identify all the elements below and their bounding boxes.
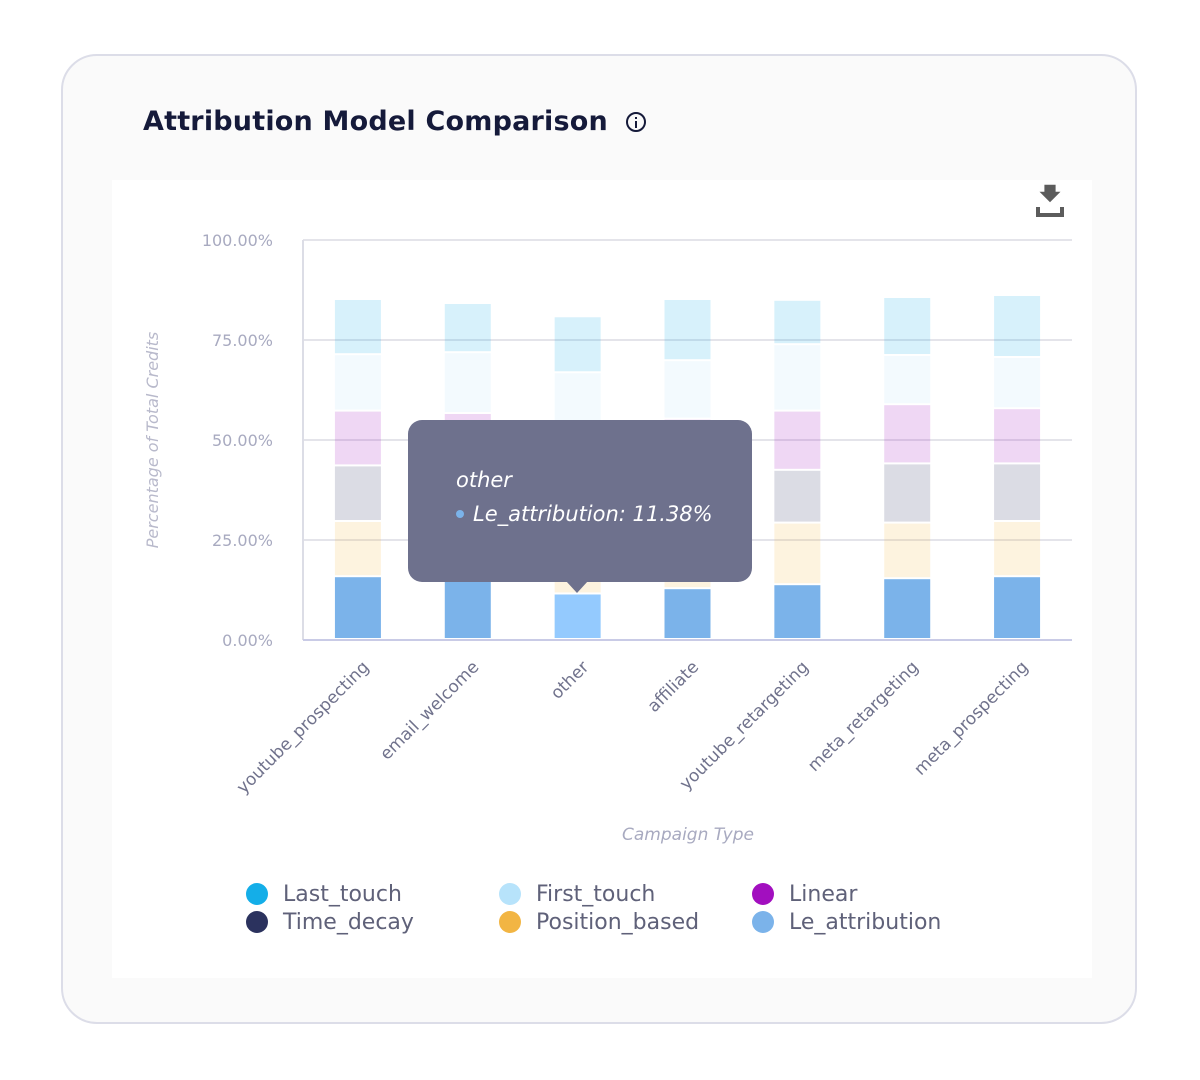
bar-segment-linear[interactable] bbox=[884, 405, 931, 463]
x-tick-label: affiliate bbox=[644, 657, 703, 716]
bar-segment-first_touch[interactable] bbox=[664, 361, 711, 418]
bar-segment-linear[interactable] bbox=[774, 411, 821, 469]
tooltip-category: other bbox=[456, 468, 512, 492]
tooltip-value-row: Le_attribution: 11.38% bbox=[456, 502, 752, 526]
x-tick-label: youtube_prospecting bbox=[233, 657, 373, 797]
legend-label: Position_based bbox=[536, 909, 700, 935]
y-tick-label: 50.00% bbox=[212, 431, 273, 450]
bar-segment-le_attribution[interactable] bbox=[664, 589, 711, 638]
bar-segment-first_touch[interactable] bbox=[444, 353, 491, 412]
legend-item-position_based[interactable]: Position_based bbox=[499, 909, 752, 935]
legend-swatch bbox=[752, 911, 774, 933]
bar-segment-le_attribution[interactable] bbox=[334, 577, 381, 638]
legend-label: Linear bbox=[789, 881, 858, 907]
title-row: Attribution Model Comparison bbox=[143, 106, 646, 137]
bar-segment-first_touch[interactable] bbox=[994, 358, 1041, 408]
legend-swatch bbox=[246, 883, 268, 905]
legend-swatch bbox=[246, 911, 268, 933]
y-tick-label: 75.00% bbox=[212, 331, 273, 350]
bar-segment-time_decay[interactable] bbox=[884, 464, 931, 522]
legend-item-linear[interactable]: Linear bbox=[752, 881, 1005, 907]
bar-segment-linear[interactable] bbox=[994, 409, 1041, 463]
bar-segment-last_touch[interactable] bbox=[554, 317, 601, 372]
y-axis-label: Percentage of Total Credits bbox=[143, 332, 162, 549]
bar-segment-le_attribution[interactable] bbox=[994, 577, 1041, 638]
chart-tooltip: other Le_attribution: 11.38% bbox=[408, 420, 752, 593]
bar-segment-le_attribution[interactable] bbox=[774, 585, 821, 638]
y-tick-label: 25.00% bbox=[212, 531, 273, 550]
legend-swatch bbox=[499, 911, 521, 933]
bar-segment-le_attribution[interactable] bbox=[884, 579, 931, 638]
bar-segment-last_touch[interactable] bbox=[444, 304, 491, 352]
legend-swatch bbox=[499, 883, 521, 905]
x-tick-label: meta_retargeting bbox=[804, 657, 923, 776]
bar-segment-first_touch[interactable] bbox=[334, 355, 381, 410]
tooltip-series-dot bbox=[456, 510, 464, 518]
x-axis-label: Campaign Type bbox=[622, 825, 754, 845]
bar-segment-le_attribution[interactable] bbox=[444, 582, 491, 638]
bar-segment-last_touch[interactable] bbox=[334, 300, 381, 354]
legend-label: Time_decay bbox=[283, 909, 414, 935]
bar-segment-position_based[interactable] bbox=[994, 522, 1041, 576]
bar-segment-time_decay[interactable] bbox=[994, 464, 1041, 520]
x-tick-label: email_welcome bbox=[376, 657, 483, 764]
bar-segment-time_decay[interactable] bbox=[334, 466, 381, 520]
legend-label: Last_touch bbox=[283, 881, 402, 907]
stacked-bar-chart: 0.00% 25.00% 50.00% 75.00% 100.00% youtube_pr… bbox=[143, 231, 1072, 845]
bars bbox=[334, 296, 1041, 638]
x-tick-label: other bbox=[547, 657, 593, 703]
bar-segment-last_touch[interactable] bbox=[664, 300, 711, 360]
legend-item-time_decay[interactable]: Time_decay bbox=[246, 909, 499, 935]
chart-legend: Last_touch First_touch Linear Time_decay Pos… bbox=[246, 881, 1005, 935]
bar-segment-last_touch[interactable] bbox=[774, 300, 821, 344]
tooltip-value: Le_attribution: 11.38% bbox=[473, 502, 713, 526]
y-tick-label: 100.00% bbox=[202, 231, 273, 250]
legend-label: Le_attribution bbox=[789, 909, 942, 935]
chart-card: Attribution Model Comparison 0.00% 25.00%… bbox=[61, 54, 1137, 1024]
x-tick-label: meta_prospecting bbox=[910, 657, 1032, 779]
legend-swatch bbox=[752, 883, 774, 905]
bar-segment-le_attribution[interactable] bbox=[554, 594, 601, 638]
info-icon[interactable] bbox=[625, 111, 646, 132]
bar-segment-position_based[interactable] bbox=[774, 523, 821, 584]
bar-segment-last_touch[interactable] bbox=[994, 296, 1041, 356]
bar-segment-first_touch[interactable] bbox=[774, 345, 821, 410]
chart-panel: 0.00% 25.00% 50.00% 75.00% 100.00% youtube_pr… bbox=[112, 180, 1092, 978]
bar-segment-linear[interactable] bbox=[334, 411, 381, 465]
bar-segment-last_touch[interactable] bbox=[884, 298, 931, 354]
legend-item-le_attribution[interactable]: Le_attribution bbox=[752, 909, 1005, 935]
download-icon[interactable] bbox=[1030, 182, 1070, 222]
bar-segment-time_decay[interactable] bbox=[774, 470, 821, 522]
legend-item-last_touch[interactable]: Last_touch bbox=[246, 881, 499, 907]
bar-segment-position_based[interactable] bbox=[334, 522, 381, 576]
chart-title: Attribution Model Comparison bbox=[143, 106, 608, 137]
y-tick-label: 0.00% bbox=[222, 631, 273, 650]
bar-segment-position_based[interactable] bbox=[884, 523, 931, 578]
legend-label: First_touch bbox=[536, 881, 656, 907]
bar-segment-first_touch[interactable] bbox=[884, 356, 931, 404]
legend-item-first_touch[interactable]: First_touch bbox=[499, 881, 752, 907]
